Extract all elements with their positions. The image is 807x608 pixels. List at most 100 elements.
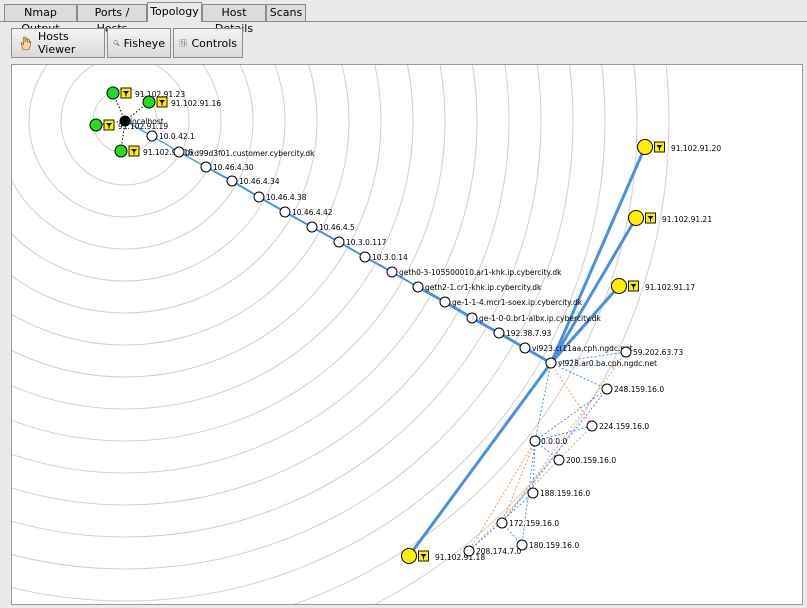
tab-host-details[interactable]: Host Details bbox=[202, 4, 266, 35]
edge-r16-y20 bbox=[549, 146, 647, 364]
edge-u0-u224 bbox=[534, 425, 593, 442]
ring-5 bbox=[12, 65, 286, 282]
node-r10[interactable] bbox=[386, 266, 398, 278]
node-label: 200.159.16.0 bbox=[566, 456, 616, 465]
filter-funnel-glyph bbox=[630, 284, 637, 290]
node-u172[interactable] bbox=[496, 517, 508, 529]
controls-button[interactable]: Controls bbox=[173, 28, 243, 58]
tab-nmap-output[interactable]: Nmap Output bbox=[4, 4, 77, 35]
node-r14[interactable] bbox=[493, 327, 505, 339]
ring-3 bbox=[28, 65, 222, 218]
node-y20[interactable] bbox=[637, 139, 653, 155]
node-r13[interactable] bbox=[466, 312, 478, 324]
node-y18[interactable] bbox=[401, 548, 417, 564]
topology-canvas[interactable]: localhost 91.102.91.23 91.102.91.16 91.102.… bbox=[11, 64, 803, 605]
node-label: vl928.ar0.ba.cph.ngdc.net bbox=[558, 359, 657, 368]
node-r12[interactable] bbox=[439, 296, 451, 308]
node-r6[interactable] bbox=[279, 206, 291, 218]
magnifier-icon bbox=[113, 40, 120, 47]
ring-4 bbox=[12, 65, 254, 250]
edge-u0-u172 bbox=[501, 440, 536, 524]
node-localhost[interactable] bbox=[119, 115, 131, 127]
node-label: vl923.cr11aa.cph.ngdc.net bbox=[532, 344, 633, 353]
node-label: localhost bbox=[130, 117, 164, 126]
node-u180[interactable] bbox=[516, 539, 528, 551]
node-u188[interactable] bbox=[527, 487, 539, 499]
ring-11 bbox=[12, 65, 478, 474]
tab-topology[interactable]: Topology bbox=[147, 2, 202, 22]
hosts-viewer-label: Hosts Viewer bbox=[38, 30, 76, 56]
node-label: 180.159.16.0 bbox=[529, 541, 579, 550]
edge-r16-u224 bbox=[550, 362, 593, 427]
node-h119[interactable] bbox=[89, 118, 103, 132]
node-r5[interactable] bbox=[253, 191, 265, 203]
ring-9 bbox=[12, 65, 414, 410]
node-u59[interactable] bbox=[620, 346, 632, 358]
node-label: 10.46.4.38 bbox=[266, 193, 307, 202]
node-label: 91.102.91.18 bbox=[435, 553, 485, 562]
node-label: geth2-1.cr1-khk.ip.cybercity.dk bbox=[425, 283, 542, 292]
node-u0[interactable] bbox=[529, 435, 541, 447]
node-u224[interactable] bbox=[586, 420, 598, 432]
edge-u0-u248 bbox=[534, 388, 608, 442]
node-u248[interactable] bbox=[601, 383, 613, 395]
controls-sliders-icon bbox=[179, 39, 187, 47]
node-u200[interactable] bbox=[553, 454, 565, 466]
node-label: 10.3.0.14 bbox=[372, 253, 408, 262]
node-label: ge-1-1-4.mcr1-soex.ip.cybercity.dk bbox=[452, 298, 583, 307]
node-label: 10.0.42.1 bbox=[159, 132, 195, 141]
tab-scans[interactable]: Scans bbox=[266, 4, 306, 21]
node-r15[interactable] bbox=[519, 342, 531, 354]
node-r7[interactable] bbox=[306, 221, 318, 233]
edge-u248-u172 bbox=[501, 388, 608, 524]
filter-funnel-glyph bbox=[131, 149, 137, 155]
node-r16[interactable] bbox=[545, 357, 557, 369]
node-r1[interactable] bbox=[146, 130, 158, 142]
node-label: 91.102.91.21 bbox=[662, 215, 712, 224]
node-y17[interactable] bbox=[611, 278, 627, 294]
node-h118[interactable] bbox=[114, 144, 128, 158]
ring-13 bbox=[12, 65, 542, 538]
edge-u0-u208 bbox=[468, 440, 536, 552]
node-label: 10.46.4.34 bbox=[239, 177, 280, 186]
tab-ports-hosts[interactable]: Ports / Hosts bbox=[77, 4, 147, 35]
node-r9[interactable] bbox=[359, 251, 371, 263]
node-y21[interactable] bbox=[628, 210, 644, 226]
fisheye-button[interactable]: Fisheye bbox=[107, 28, 171, 58]
node-label: 0.0.0.0 bbox=[541, 437, 567, 446]
node-label: 248.159.16.0 bbox=[614, 385, 664, 394]
node-h116[interactable] bbox=[142, 95, 156, 109]
ring-8 bbox=[12, 65, 382, 378]
tabbar-divider bbox=[0, 21, 807, 22]
node-label: 172.159.16.0 bbox=[509, 519, 559, 528]
edge-u0-u188 bbox=[532, 440, 536, 494]
filter-funnel-glyph bbox=[420, 554, 427, 560]
node-r4[interactable] bbox=[226, 175, 238, 187]
node-r8[interactable] bbox=[333, 236, 345, 248]
notebook-tabbar: Nmap Output Ports / Hosts Topology Host … bbox=[0, 0, 807, 35]
ring-16 bbox=[292, 65, 638, 604]
node-label: 0xd99d3f01.customer.cybercity.dk bbox=[185, 149, 315, 158]
node-label: 192.38.7.93 bbox=[506, 329, 552, 338]
node-label: 91.102.91.17 bbox=[645, 283, 695, 292]
ring-7 bbox=[12, 65, 350, 346]
node-r3[interactable] bbox=[200, 161, 212, 173]
node-label: 188.159.16.0 bbox=[540, 489, 590, 498]
node-r2[interactable] bbox=[173, 146, 185, 158]
node-u208[interactable] bbox=[463, 545, 475, 557]
node-h123[interactable] bbox=[106, 86, 120, 100]
node-label: ge-1-0-0.br1-albx.ip.cybercity.dk bbox=[479, 314, 602, 323]
node-r11[interactable] bbox=[412, 281, 424, 293]
ring-10 bbox=[12, 65, 446, 442]
ring-14 bbox=[12, 65, 574, 570]
hand-pointer-icon bbox=[20, 36, 32, 51]
node-label: geth0-3-105500010.ar1-khk.ip.cybercity.d… bbox=[399, 268, 562, 277]
fisheye-label: Fisheye bbox=[123, 36, 165, 50]
ring-12 bbox=[12, 65, 510, 506]
hosts-viewer-button[interactable]: Hosts Viewer bbox=[11, 28, 105, 58]
node-label: 10.3.0.117 bbox=[346, 238, 387, 247]
node-label: 91.102.91.18 bbox=[143, 148, 193, 157]
node-label: 91.102.91.20 bbox=[671, 144, 721, 153]
edge-r16-y17 bbox=[549, 285, 621, 364]
